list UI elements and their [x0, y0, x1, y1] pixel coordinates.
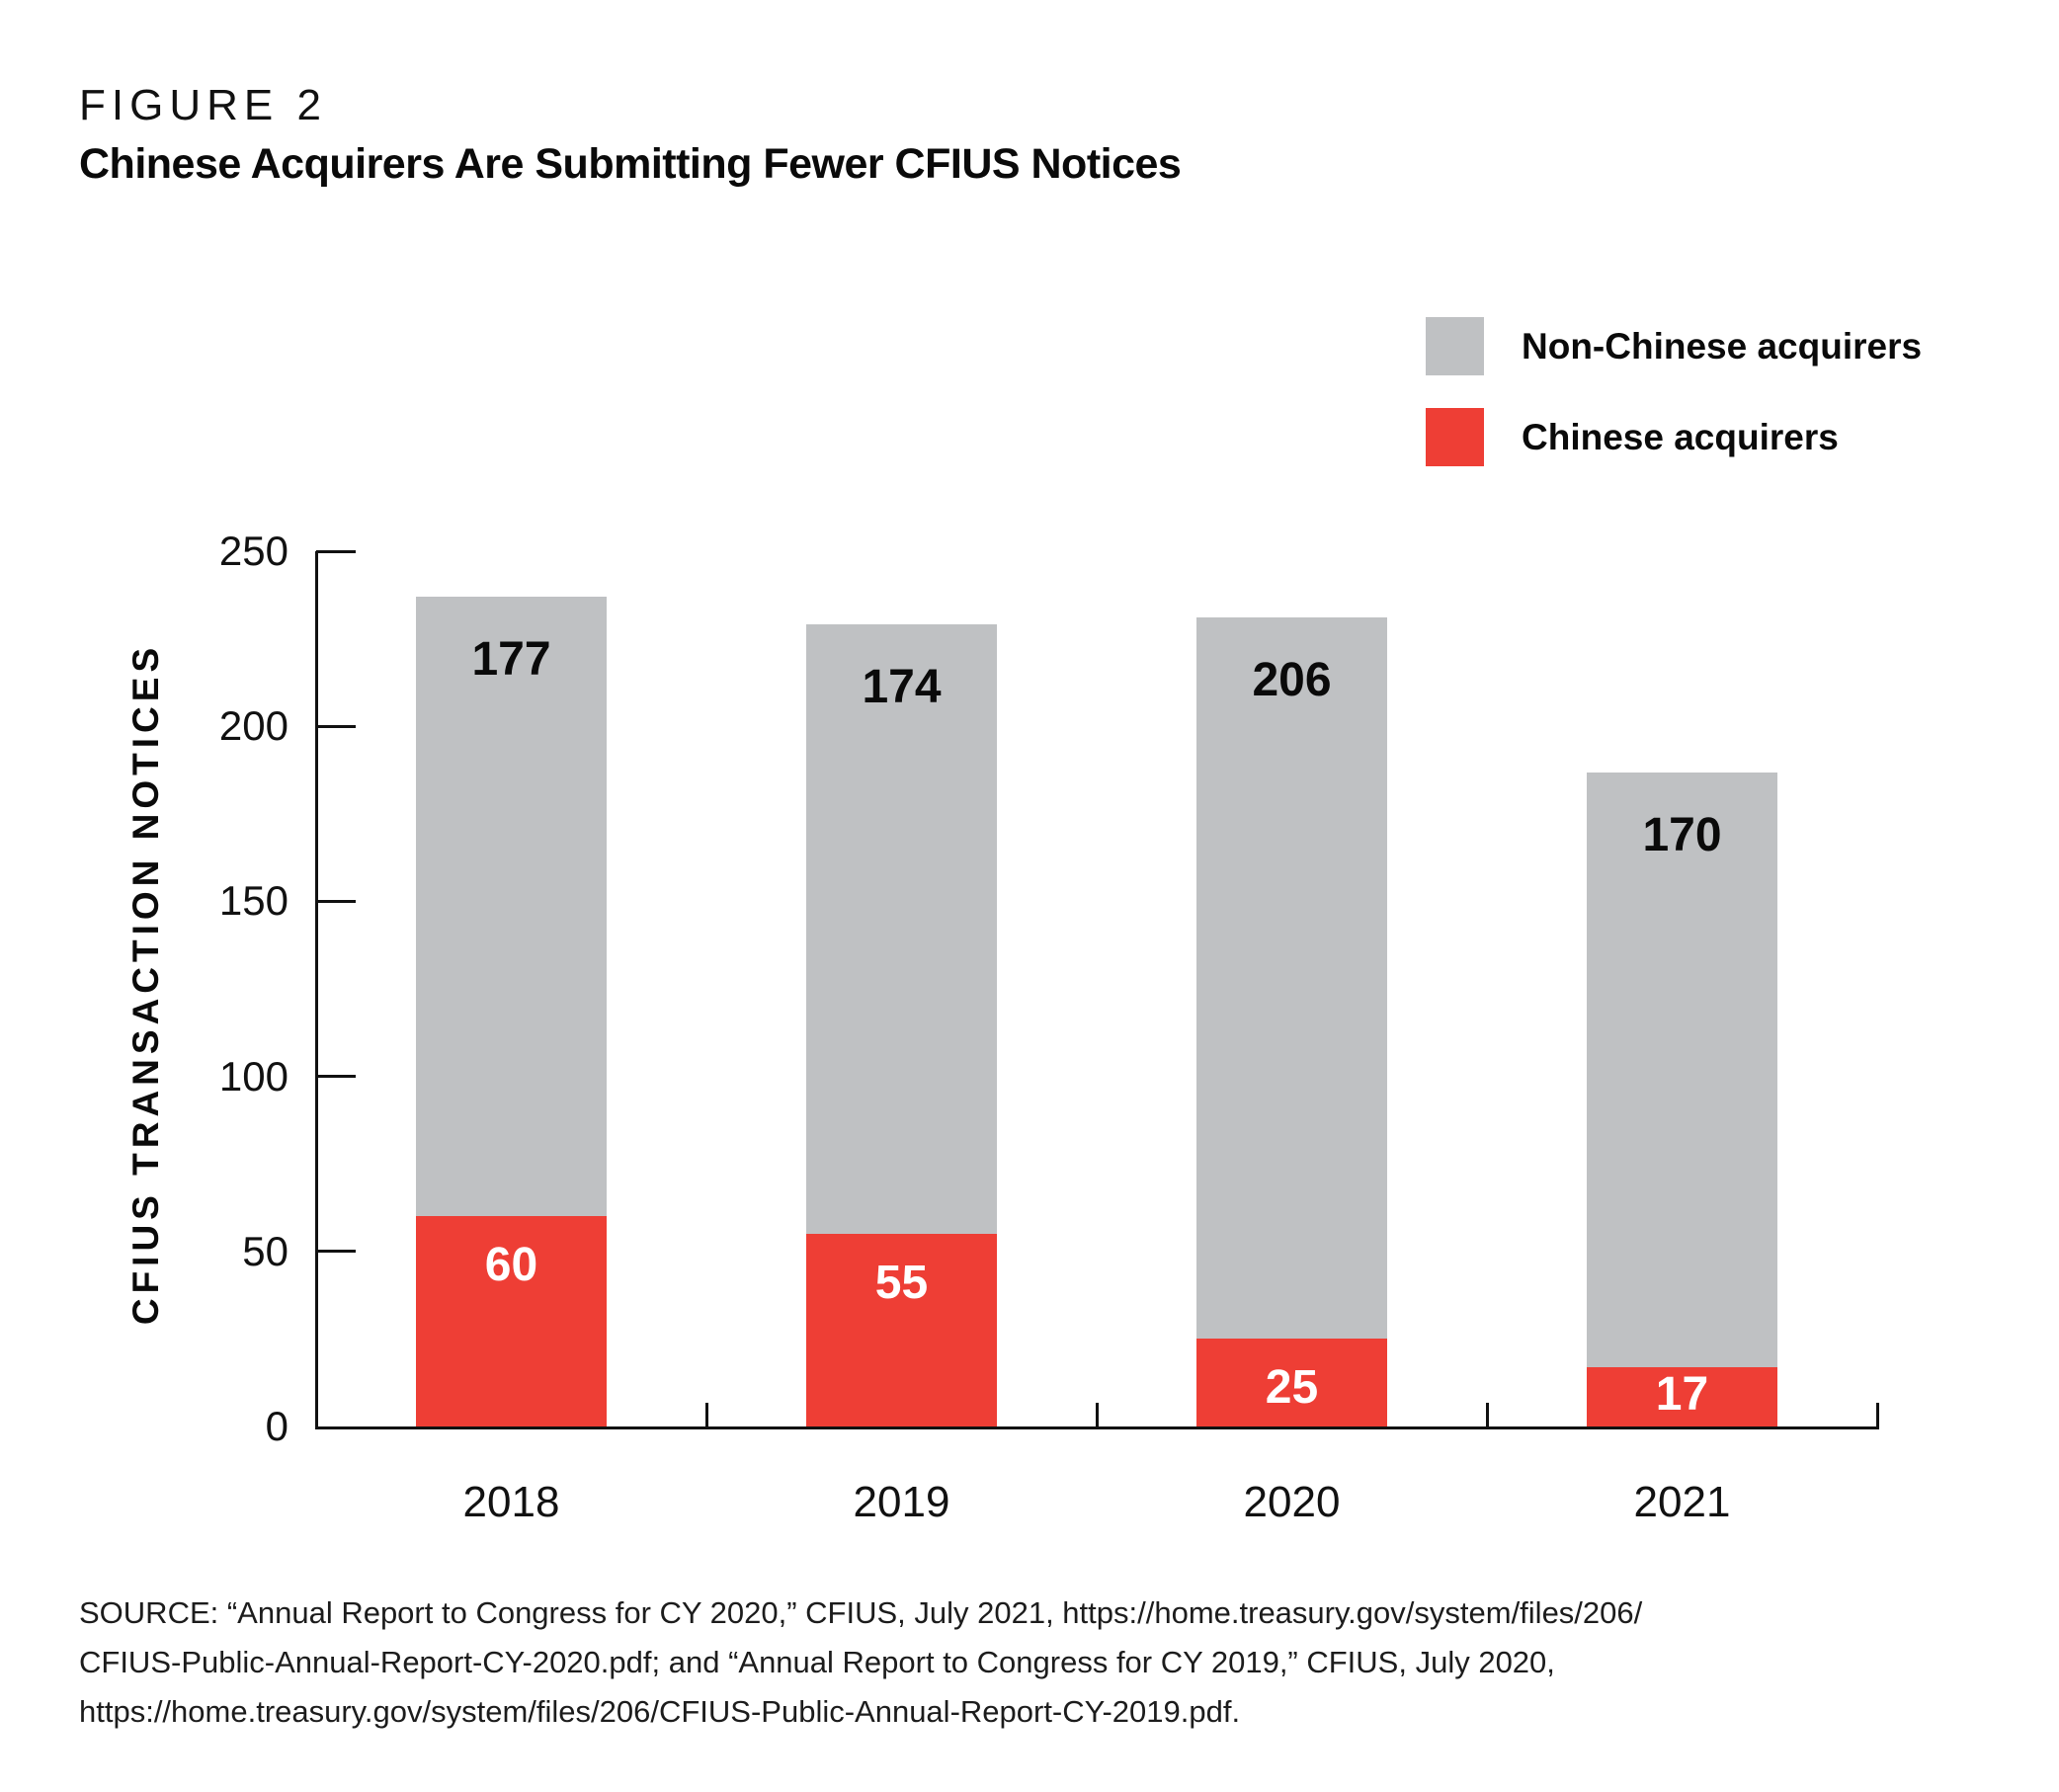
y-tick-label: 0: [265, 1403, 288, 1449]
x-tick: [704, 1403, 708, 1426]
legend-swatch-non-chinese: [1426, 317, 1484, 375]
y-tick-label: 100: [218, 1052, 288, 1100]
y-tick: [316, 1075, 356, 1079]
bar-segment-chinese: [1196, 1339, 1387, 1426]
x-tick: [1485, 1403, 1489, 1426]
legend-item-chinese: Chinese acquirers: [1426, 408, 1922, 466]
bar-value-label-chinese: 55: [874, 1257, 929, 1309]
bar-value-label-chinese: 25: [1265, 1361, 1319, 1414]
bar-segment-chinese: [1587, 1367, 1777, 1426]
y-axis-line: [314, 551, 318, 1429]
bar-segment-chinese: [416, 1216, 607, 1426]
x-category-label: 2021: [1633, 1478, 1731, 1526]
source-line: CFIUS-Public-Annual-Report-CY-2020.pdf; …: [79, 1645, 1555, 1679]
bar-value-label-non-chinese: 174: [862, 661, 942, 713]
y-tick: [316, 899, 356, 903]
legend: Non-Chinese acquirers Chinese acquirers: [1426, 317, 1922, 466]
source-line: SOURCE: “Annual Report to Congress for C…: [79, 1595, 1643, 1630]
legend-item-non-chinese: Non-Chinese acquirers: [1426, 317, 1922, 375]
y-tick-label: 200: [218, 702, 288, 750]
bar-segment-non-chinese: [1196, 617, 1387, 1339]
legend-label-chinese: Chinese acquirers: [1522, 416, 1839, 457]
y-tick-label: 50: [242, 1227, 288, 1274]
bar-value-label-chinese: 17: [1655, 1368, 1709, 1421]
y-tick-label: 250: [218, 528, 288, 574]
bar-value-label-non-chinese: 206: [1252, 654, 1332, 706]
bar-segment-non-chinese: [1587, 773, 1777, 1367]
y-tick: [316, 549, 356, 553]
source-note: SOURCE: “Annual Report to Congress for C…: [79, 1588, 1642, 1737]
x-tick: [1875, 1403, 1879, 1426]
legend-label-non-chinese: Non-Chinese acquirers: [1522, 325, 1923, 367]
bar-segment-chinese: [806, 1234, 997, 1426]
x-category-label: 2019: [853, 1478, 950, 1526]
x-category-label: 2018: [462, 1478, 560, 1526]
x-axis-line: [314, 1426, 1879, 1429]
x-category-label: 2020: [1243, 1478, 1341, 1526]
x-tick: [1095, 1403, 1099, 1426]
figure-number-label: FIGURE 2: [79, 81, 327, 129]
bar-value-label-non-chinese: 177: [471, 633, 551, 686]
bar-segment-non-chinese: [416, 597, 607, 1216]
y-tick-label: 150: [218, 877, 288, 925]
bar-value-label-chinese: 60: [484, 1239, 538, 1291]
page-title: Chinese Acquirers Are Submitting Fewer C…: [79, 140, 1182, 188]
legend-swatch-chinese: [1426, 408, 1484, 466]
y-tick: [316, 724, 356, 728]
bar-value-label-non-chinese: 170: [1642, 809, 1722, 861]
bar-segment-non-chinese: [806, 624, 997, 1234]
source-line: https://home.treasury.gov/system/files/2…: [79, 1694, 1241, 1729]
y-tick: [316, 1250, 356, 1254]
